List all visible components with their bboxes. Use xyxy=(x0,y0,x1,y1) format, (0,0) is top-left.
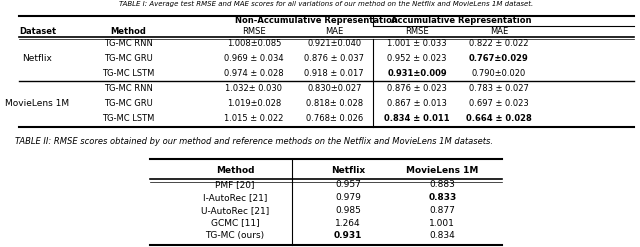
Text: TG-MC (ours): TG-MC (ours) xyxy=(205,231,265,240)
Text: TG-MC RNN: TG-MC RNN xyxy=(104,84,153,93)
Text: 0.833: 0.833 xyxy=(428,193,456,202)
Text: 0.818± 0.028: 0.818± 0.028 xyxy=(306,99,363,108)
Text: 0.876 ± 0.037: 0.876 ± 0.037 xyxy=(304,54,364,63)
Text: 0.957: 0.957 xyxy=(335,180,361,189)
Text: Method: Method xyxy=(216,166,254,175)
Text: Method: Method xyxy=(111,27,147,36)
Text: TG-MC GRU: TG-MC GRU xyxy=(104,54,153,63)
Text: 0.931: 0.931 xyxy=(334,231,362,240)
Text: MovieLens 1M: MovieLens 1M xyxy=(5,99,69,108)
Text: 0.697 ± 0.023: 0.697 ± 0.023 xyxy=(469,99,529,108)
Text: 0.767±0.029: 0.767±0.029 xyxy=(469,54,529,63)
Text: 1.001: 1.001 xyxy=(429,219,455,227)
Text: 0.834: 0.834 xyxy=(429,231,455,240)
Text: 0.768± 0.026: 0.768± 0.026 xyxy=(306,114,363,123)
Text: 1.008±0.085: 1.008±0.085 xyxy=(227,40,281,48)
Text: 0.952 ± 0.023: 0.952 ± 0.023 xyxy=(387,54,447,63)
Text: 1.032± 0.030: 1.032± 0.030 xyxy=(225,84,282,93)
Text: 1.015 ± 0.022: 1.015 ± 0.022 xyxy=(224,114,284,123)
Text: 0.931±0.009: 0.931±0.009 xyxy=(387,69,447,78)
Text: I-AutoRec [21]: I-AutoRec [21] xyxy=(203,193,268,202)
Text: 0.921±0.040: 0.921±0.040 xyxy=(307,40,362,48)
Text: Dataset: Dataset xyxy=(19,27,56,36)
Text: GCMC [11]: GCMC [11] xyxy=(211,219,259,227)
Text: Non-Accumulative Representation: Non-Accumulative Representation xyxy=(236,16,398,25)
Text: TG-MC GRU: TG-MC GRU xyxy=(104,99,153,108)
Text: 1.264: 1.264 xyxy=(335,219,361,227)
Text: MovieLens 1M: MovieLens 1M xyxy=(406,166,479,175)
Text: U-AutoRec [21]: U-AutoRec [21] xyxy=(201,206,269,215)
Text: PMF [20]: PMF [20] xyxy=(215,180,255,189)
Text: 0.985: 0.985 xyxy=(335,206,361,215)
Text: 1.019±0.028: 1.019±0.028 xyxy=(227,99,281,108)
Text: 0.877: 0.877 xyxy=(429,206,455,215)
Text: RMSE: RMSE xyxy=(242,27,266,36)
Text: Accumulative Representation: Accumulative Representation xyxy=(391,16,531,25)
Text: TG-MC LSTM: TG-MC LSTM xyxy=(102,69,154,78)
Text: 0.664 ± 0.028: 0.664 ± 0.028 xyxy=(466,114,532,123)
Text: 0.974 ± 0.028: 0.974 ± 0.028 xyxy=(224,69,284,78)
Text: 0.883: 0.883 xyxy=(429,180,455,189)
Text: 0.918 ± 0.017: 0.918 ± 0.017 xyxy=(305,69,364,78)
Text: TG-MC RNN: TG-MC RNN xyxy=(104,40,153,48)
Text: TG-MC LSTM: TG-MC LSTM xyxy=(102,114,154,123)
Text: 0.834 ± 0.011: 0.834 ± 0.011 xyxy=(385,114,450,123)
Text: Netflix: Netflix xyxy=(331,166,365,175)
Text: 0.830±0.027: 0.830±0.027 xyxy=(307,84,362,93)
Text: 0.979: 0.979 xyxy=(335,193,361,202)
Text: 0.969 ± 0.034: 0.969 ± 0.034 xyxy=(224,54,284,63)
Text: MAE: MAE xyxy=(325,27,344,36)
Text: RMSE: RMSE xyxy=(405,27,429,36)
Text: TABLE II: RMSE scores obtained by our method and reference methods on the Netfli: TABLE II: RMSE scores obtained by our me… xyxy=(15,137,493,145)
Text: 1.001 ± 0.033: 1.001 ± 0.033 xyxy=(387,40,447,48)
Text: MAE: MAE xyxy=(490,27,508,36)
Text: 0.876 ± 0.023: 0.876 ± 0.023 xyxy=(387,84,447,93)
Text: 0.790±0.020: 0.790±0.020 xyxy=(472,69,526,78)
Text: Netflix: Netflix xyxy=(22,54,52,63)
Text: 0.822 ± 0.022: 0.822 ± 0.022 xyxy=(469,40,529,48)
Text: TABLE I: Average test RMSE and MAE scores for all variations of our method on th: TABLE I: Average test RMSE and MAE score… xyxy=(119,1,533,7)
Text: 0.867 ± 0.013: 0.867 ± 0.013 xyxy=(387,99,447,108)
Text: 0.783 ± 0.027: 0.783 ± 0.027 xyxy=(469,84,529,93)
